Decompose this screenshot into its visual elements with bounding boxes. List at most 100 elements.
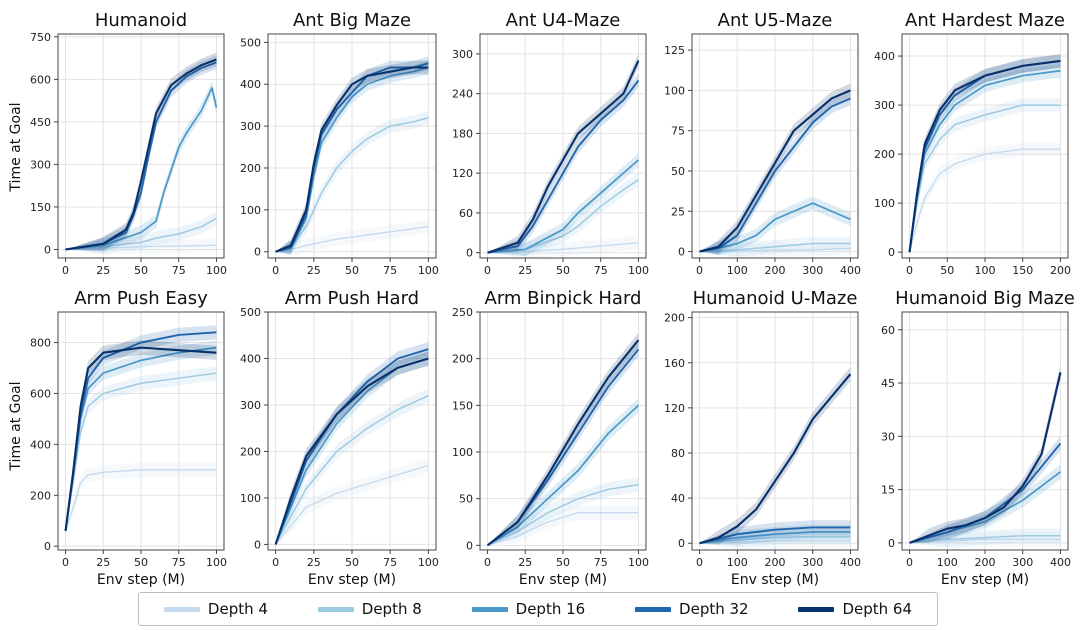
- x-tick-label: 0: [696, 556, 703, 569]
- series-group: [487, 53, 640, 258]
- x-tick-label: 0: [484, 264, 491, 277]
- line-depth-4: [487, 511, 639, 547]
- y-tick-label: 400: [874, 50, 895, 63]
- x-tick-label: 50: [134, 556, 148, 569]
- band-depth-16: [487, 398, 639, 546]
- band-depth-16: [487, 153, 639, 257]
- band-depth-32: [275, 56, 429, 255]
- series-group: [64, 325, 217, 532]
- chart-arm-push-hard: 0 25 50 75 100 0 100 200 300 400 500 Arm Push Hard E…: [240, 288, 439, 588]
- x-tick-label: 50: [556, 264, 570, 277]
- x-tick-label: 100: [727, 556, 748, 569]
- line-depth-16: [699, 202, 851, 253]
- y-tick-label: 15: [881, 484, 895, 497]
- y-tick-label: 0: [678, 246, 685, 259]
- band-depth-64: [909, 54, 1061, 253]
- band-depth-16: [909, 464, 1061, 543]
- chart-humanoid-u-maze: 0 100 200 300 400 0 40 80 120 160 200 Humanoid U-Ma…: [664, 288, 861, 588]
- x-tick-label: 100: [628, 556, 649, 569]
- y-tick-label: 0: [254, 246, 261, 259]
- band-depth-32: [699, 520, 851, 544]
- chart-title: Humanoid U-Maze: [693, 288, 858, 309]
- band-depth-4: [275, 458, 429, 545]
- line-depth-32: [699, 97, 851, 253]
- band-depth-8: [275, 111, 429, 255]
- band-depth-64: [699, 83, 851, 254]
- line-depth-8: [65, 217, 217, 251]
- y-tick-label: 600: [30, 387, 51, 400]
- x-tick-label: 0: [272, 556, 279, 569]
- y-tick-label: 0: [888, 246, 895, 259]
- chart-arm-push-easy: 0 25 50 75 100 0 200 400 600 800 Arm Push Easy Env …: [30, 288, 227, 588]
- line-depth-32: [487, 79, 640, 254]
- legend-swatch-depth-32: [635, 606, 672, 612]
- y-tick-label: 100: [874, 197, 895, 210]
- line-depth-4: [275, 464, 429, 545]
- line-depth-4: [275, 225, 429, 253]
- y-tick-label: 0: [44, 540, 51, 553]
- x-tick-label: 150: [1012, 264, 1033, 277]
- legend-item-depth-32: Depth 32: [635, 600, 749, 618]
- x-tick-label: 100: [418, 556, 439, 569]
- series-group: [909, 365, 1062, 549]
- y-tick-label: 120: [664, 402, 685, 415]
- x-tick-label: 0: [62, 556, 69, 569]
- y-tick-label: 25: [671, 205, 685, 218]
- chart-title: Ant U5-Maze: [718, 10, 833, 31]
- x-tick-label: 100: [206, 556, 227, 569]
- line-depth-16: [275, 66, 429, 253]
- line-depth-64: [65, 58, 217, 251]
- y-tick-label: 0: [678, 537, 685, 550]
- x-axis-label: Env step (M): [941, 572, 1029, 588]
- x-tick-label: 50: [345, 264, 359, 277]
- line-depth-8: [487, 483, 639, 547]
- y-tick-label: 60: [881, 324, 895, 337]
- series-group: [65, 52, 218, 255]
- x-tick-label: 200: [765, 556, 786, 569]
- y-tick-label: 50: [671, 165, 685, 178]
- x-tick-label: 300: [802, 556, 823, 569]
- series-group: [275, 56, 429, 257]
- chart-ant-hardest-maze: 0 50 100 150 200 0 100 200 300 400 Ant Hardest Maz…: [874, 10, 1071, 277]
- line-depth-64: [486, 339, 640, 547]
- y-tick-label: 500: [240, 306, 261, 319]
- legend-swatch-depth-8: [317, 606, 354, 612]
- chart-title: Humanoid: [95, 10, 187, 31]
- y-tick-label: 125: [664, 44, 685, 57]
- x-tick-label: 100: [975, 264, 996, 277]
- y-tick-label: 30: [881, 430, 895, 443]
- y-tick-label: 200: [240, 445, 261, 458]
- line-depth-4: [699, 247, 851, 253]
- line-depth-8: [274, 394, 429, 545]
- y-tick-label: 600: [30, 73, 51, 86]
- series-group: [486, 332, 640, 547]
- line-depth-4: [487, 242, 639, 254]
- band-depth-32: [487, 342, 639, 546]
- x-tick-label: 75: [594, 556, 608, 569]
- y-axis-label-row2: Time at Goal: [8, 381, 24, 471]
- x-tick-label: 300: [802, 264, 823, 277]
- band-depth-16: [699, 196, 851, 256]
- line-depth-64: [699, 373, 852, 545]
- x-axis-label: Env step (M): [519, 572, 607, 588]
- line-depth-32: [65, 61, 217, 251]
- y-tick-label: 45: [881, 377, 895, 390]
- band-depth-64: [487, 53, 639, 253]
- x-tick-label: 0: [696, 264, 703, 277]
- band-depth-8: [909, 98, 1061, 253]
- band-depth-64: [487, 332, 639, 546]
- x-tick-label: 200: [1050, 264, 1071, 277]
- chart-ant-big-maze: 0 25 50 75 100 0 100 200 300 400 500 Ant Big Maze: [240, 10, 439, 277]
- band-depth-8: [487, 173, 639, 257]
- y-tick-label: 240: [452, 88, 473, 101]
- legend-item-depth-4: Depth 4: [163, 600, 268, 618]
- line-depth-64: [699, 89, 851, 253]
- line-depth-8: [699, 242, 851, 253]
- y-tick-label: 400: [240, 78, 261, 91]
- line-depth-16: [487, 159, 640, 254]
- x-tick-label: 200: [765, 264, 786, 277]
- legend-swatch-depth-4: [163, 606, 200, 612]
- x-tick-label: 25: [518, 556, 532, 569]
- y-tick-label: 500: [240, 36, 261, 49]
